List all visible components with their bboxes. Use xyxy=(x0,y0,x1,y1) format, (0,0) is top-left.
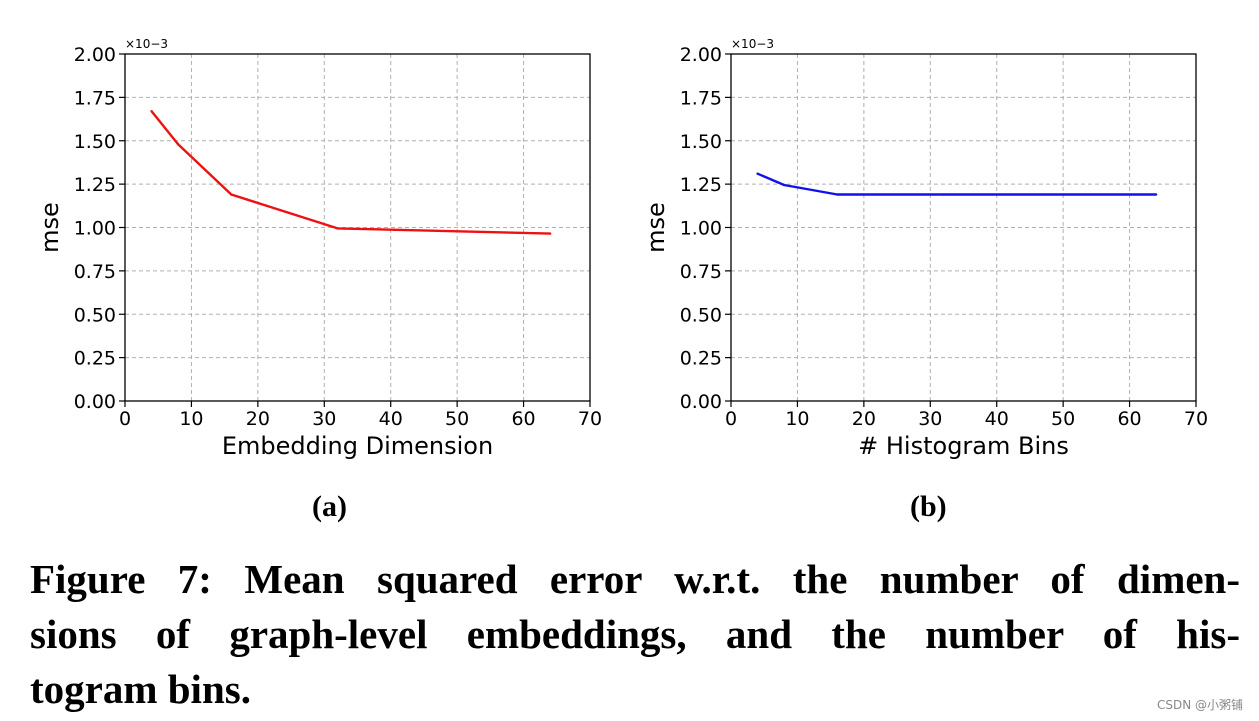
y-tick-label: 1.25 xyxy=(680,174,722,196)
y-tick-label: 1.50 xyxy=(680,131,722,153)
x-tick-label: 30 xyxy=(312,408,336,430)
y-axis-label: mse xyxy=(642,202,670,253)
y-tick-label: 0.25 xyxy=(74,348,116,370)
data-point xyxy=(942,193,945,196)
y-tick-label: 0.75 xyxy=(680,261,722,283)
x-axis-label: # Histogram Bins xyxy=(858,432,1069,460)
y-tick-label: 0.50 xyxy=(680,304,722,326)
x-tick-label: 30 xyxy=(918,408,942,430)
x-tick-label: 0 xyxy=(725,408,737,430)
x-tick-label: 20 xyxy=(246,408,270,430)
y-tick-label: 1.75 xyxy=(74,87,116,109)
y-tick-label: 1.00 xyxy=(680,218,722,240)
y-tick-label: 1.00 xyxy=(74,218,116,240)
x-tick-label: 60 xyxy=(1117,408,1141,430)
subfigure-label-b: (b) xyxy=(910,490,947,523)
caption-line-2: sions of graph-level embeddings, and the… xyxy=(30,611,1240,657)
data-point xyxy=(176,143,180,146)
caption-line-1: Figure 7: Mean squared error w.r.t. the … xyxy=(30,556,1240,602)
y-tick-label: 2.00 xyxy=(680,44,722,66)
plot-frame xyxy=(124,53,591,402)
x-tick-label: 70 xyxy=(578,408,602,430)
x-tick-label: 10 xyxy=(785,408,809,430)
chart-b-histogram-bins: 0 10 20 30 40 50 60 70 0.00 0.25 0.50 0.75 1.00 1.25 1… xyxy=(642,37,1208,460)
y-tick-label: 2.00 xyxy=(74,44,116,66)
grid xyxy=(730,53,1197,402)
x-tick-label: 40 xyxy=(985,408,1009,430)
data-point xyxy=(836,193,839,196)
data-point xyxy=(150,110,153,113)
chart-a-embedding-dimension: 0 10 20 30 40 50 60 70 0.00 0.25 0.50 0.75 1.00 1.25 1… xyxy=(36,37,602,460)
figure-caption: Figure 7: Mean squared error w.r.t. the … xyxy=(30,552,1240,717)
y-tick-label: 1.50 xyxy=(74,131,116,153)
y-tick-label: 0.50 xyxy=(74,304,116,326)
y-axis-label: mse xyxy=(36,202,64,253)
y-multiplier-label: ×10−3 xyxy=(125,37,168,51)
data-point xyxy=(1154,193,1158,196)
y-tick-label: 1.75 xyxy=(680,87,722,109)
x-tick-label: 40 xyxy=(379,408,403,430)
data-point xyxy=(782,183,786,187)
y-tick-label: 0.75 xyxy=(74,261,116,283)
y-tick-label: 1.25 xyxy=(74,174,116,196)
subfigure-label-a: (a) xyxy=(312,490,347,523)
x-tick-label: 20 xyxy=(852,408,876,430)
x-tick-label: 60 xyxy=(511,408,535,430)
x-tick-label: 50 xyxy=(1051,408,1075,430)
watermark: CSDN @小粥铺 xyxy=(1156,698,1243,712)
data-point xyxy=(336,227,339,230)
caption-line-3: togram bins. xyxy=(30,666,251,712)
x-tick-label: 10 xyxy=(179,408,203,430)
data-point xyxy=(230,193,233,196)
data-point xyxy=(548,232,552,235)
x-tick-label: 70 xyxy=(1184,408,1208,430)
x-tick-label: 0 xyxy=(119,408,131,430)
x-axis-label: Embedding Dimension xyxy=(222,432,493,460)
y-tick-label: 0.00 xyxy=(680,391,722,413)
data-point xyxy=(756,172,759,175)
y-tick-label: 0.00 xyxy=(74,391,116,413)
plot-frame xyxy=(730,53,1197,402)
y-tick-label: 0.25 xyxy=(680,348,722,370)
x-tick-label: 50 xyxy=(445,408,469,430)
y-multiplier-label: ×10−3 xyxy=(731,37,774,51)
